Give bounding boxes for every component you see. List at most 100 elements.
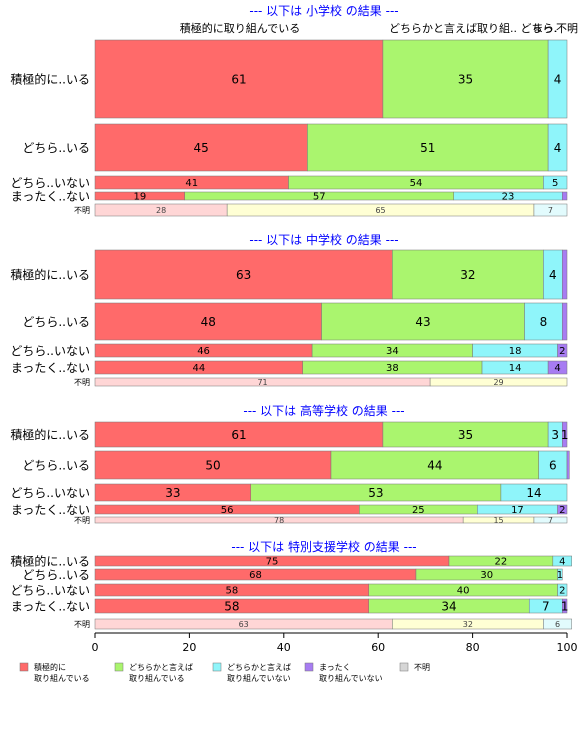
data-label: 35 — [458, 72, 473, 86]
data-label: 63 — [239, 620, 249, 629]
data-label: 22 — [495, 557, 508, 568]
bar-segment — [562, 421, 568, 448]
data-label: 2 — [559, 586, 565, 597]
data-label: 68 — [249, 570, 262, 581]
panel-title: --- 以下は 中学校 の結果 --- — [249, 232, 398, 247]
bar-segment — [321, 302, 525, 341]
data-label: 23 — [502, 192, 515, 203]
data-label: 15 — [493, 516, 503, 525]
data-label: 1 — [557, 570, 563, 581]
data-label: 78 — [274, 516, 284, 525]
data-label: 56 — [221, 505, 234, 516]
row-label: どちら..いない — [10, 486, 90, 500]
data-label: 44 — [192, 363, 205, 374]
top-series-label: まっ. — [532, 22, 557, 35]
row-label: まったく..ない — [11, 599, 90, 613]
bar-segment — [533, 516, 568, 524]
row-label: どちら..いない — [10, 176, 90, 190]
row-label: 積極的に..いる — [10, 267, 90, 282]
bar-segment — [543, 618, 572, 630]
data-label: 18 — [509, 346, 522, 357]
bar-segment — [557, 504, 568, 515]
legend-label: 取り組んでいない — [227, 673, 291, 683]
row-label: どちら..いない — [10, 583, 90, 597]
panel-title: --- 以下は 特別支援学校 の結果 --- — [231, 539, 416, 554]
data-label: 28 — [156, 206, 166, 215]
bar-segment — [533, 203, 568, 217]
row-label: 不明 — [74, 206, 90, 215]
bar-segment — [562, 191, 568, 201]
data-label: 41 — [185, 178, 198, 189]
panel-title: --- 以下は 高等学校 の結果 --- — [243, 403, 404, 418]
data-label: 29 — [493, 378, 503, 387]
bar-segment — [547, 360, 568, 375]
bar-segment — [500, 483, 568, 502]
data-label: 2 — [559, 505, 565, 516]
data-label: 32 — [460, 268, 475, 282]
data-label: 8 — [540, 315, 548, 329]
data-label: 19 — [133, 192, 146, 203]
bar-segment — [94, 249, 393, 300]
data-label: 14 — [509, 363, 522, 374]
bar-segment — [392, 249, 544, 300]
row-label: どちら..いる — [22, 315, 90, 329]
top-series-label: 不明 — [556, 22, 578, 35]
data-label: 51 — [420, 141, 435, 155]
x-tick-label: 0 — [92, 641, 99, 654]
bar-segment — [538, 450, 568, 480]
data-label: 61 — [231, 428, 246, 442]
data-label: 4 — [554, 363, 560, 374]
x-tick-label: 100 — [557, 641, 578, 654]
data-label: 65 — [375, 206, 385, 215]
row-label: 不明 — [74, 516, 90, 525]
x-tick-label: 80 — [466, 641, 480, 654]
bar-segment — [557, 343, 568, 358]
data-label: 58 — [224, 599, 239, 613]
data-label: 71 — [257, 378, 267, 387]
data-label: 75 — [266, 557, 279, 568]
data-label: 33 — [165, 486, 180, 500]
data-label: 6 — [549, 458, 557, 472]
row-label: まったく..ない — [11, 189, 90, 203]
data-label: 1 — [561, 599, 569, 613]
data-label: 38 — [386, 363, 399, 374]
data-label: 63 — [236, 268, 251, 282]
bar-segment — [566, 450, 570, 480]
x-tick-label: 40 — [277, 641, 291, 654]
legend-label: 積極的に — [34, 662, 66, 672]
data-label: 34 — [441, 599, 456, 613]
x-tick-label: 20 — [182, 641, 196, 654]
legend-label: まったく — [319, 663, 351, 672]
data-label: 48 — [201, 315, 216, 329]
top-series-label: どちらかと言えば取り組.. どちら. — [389, 22, 557, 35]
bar-segment — [429, 377, 568, 387]
legend-label: 不明 — [414, 663, 430, 672]
data-label: 4 — [554, 141, 562, 155]
data-label: 44 — [427, 458, 442, 472]
bar-segment — [94, 123, 308, 172]
data-label: 4 — [549, 268, 557, 282]
data-label: 6 — [555, 620, 560, 629]
bar-segment — [94, 421, 384, 448]
legend-swatch — [114, 662, 124, 672]
legend-swatch — [212, 662, 222, 672]
legend-label: どちらかと言えば — [227, 662, 291, 672]
row-label: 積極的に..いる — [10, 427, 90, 442]
bar-segment — [543, 175, 568, 190]
bar-segment — [307, 123, 549, 172]
data-label: 5 — [552, 178, 558, 189]
data-label: 7 — [542, 599, 550, 613]
top-series-label: 積極的に取り組んでいる — [180, 21, 300, 35]
data-label: 17 — [511, 505, 524, 516]
data-label: 1 — [561, 428, 569, 442]
data-label: 4 — [554, 72, 562, 86]
data-label: 45 — [194, 141, 209, 155]
legend-swatch — [399, 662, 409, 672]
row-label: 積極的に..いる — [10, 553, 90, 568]
row-label: まったく..ない — [11, 503, 90, 517]
bar-segment — [552, 555, 572, 567]
data-label: 7 — [548, 206, 553, 215]
bar-segment — [547, 39, 568, 119]
bar-segment — [562, 598, 568, 614]
